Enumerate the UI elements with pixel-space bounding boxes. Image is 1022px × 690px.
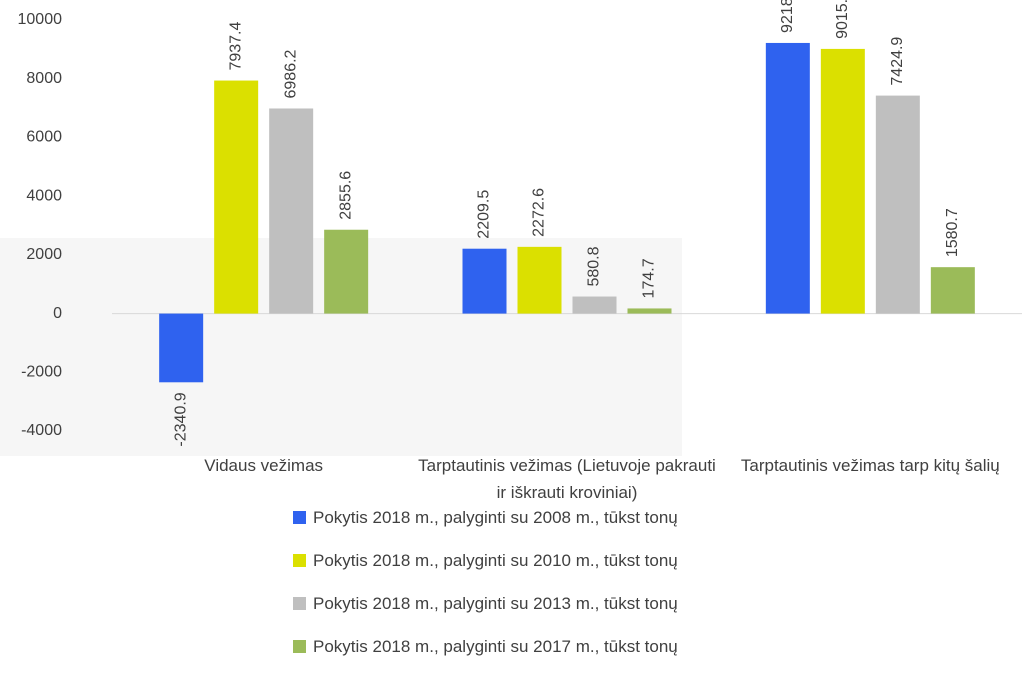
data-label: 2272.6	[531, 188, 548, 237]
legend-label: Pokytis 2018 m., palyginti su 2008 m., t…	[313, 508, 678, 527]
legend-item: Pokytis 2018 m., palyginti su 2013 m., t…	[293, 594, 678, 614]
legend-swatch	[293, 554, 306, 567]
bar	[820, 48, 865, 314]
data-label: 580.8	[586, 246, 603, 286]
legend-label: Pokytis 2018 m., palyginti su 2013 m., t…	[313, 594, 678, 613]
x-tick-label: Tarptautinis vežimas (Lietuvoje pakrauti…	[418, 456, 716, 502]
legend-label: Pokytis 2018 m., palyginti su 2010 m., t…	[313, 551, 678, 570]
y-tick-label: -4000	[21, 422, 62, 439]
bar	[462, 248, 507, 314]
y-tick-label: -2000	[21, 364, 62, 381]
legend-item: Pokytis 2018 m., palyginti su 2010 m., t…	[293, 551, 678, 571]
data-label: 2209.5	[476, 190, 493, 239]
data-label: 7937.4	[227, 22, 244, 71]
legend-swatch	[293, 597, 306, 610]
legend-item: Pokytis 2018 m., palyginti su 2017 m., t…	[293, 637, 678, 657]
data-label: 9218.3	[779, 0, 796, 33]
y-tick-label: 8000	[26, 70, 62, 87]
bar	[875, 95, 920, 314]
bar	[627, 308, 672, 314]
y-tick-label: 0	[53, 305, 62, 322]
y-tick-label: 2000	[26, 246, 62, 263]
y-tick-label: 6000	[26, 129, 62, 146]
bar	[324, 229, 369, 314]
data-label: 174.7	[641, 258, 658, 298]
legend-swatch	[293, 640, 306, 653]
data-label: 9015.4	[834, 0, 851, 39]
data-label: 2855.6	[337, 171, 354, 220]
legend-label: Pokytis 2018 m., palyginti su 2017 m., t…	[313, 637, 678, 656]
x-tick-label: Vidaus vežimas	[204, 456, 324, 475]
y-tick-label: 10000	[18, 11, 63, 28]
bar	[930, 267, 975, 314]
data-label: 7424.9	[889, 37, 906, 86]
data-label: 1580.7	[944, 208, 961, 257]
bar	[765, 42, 810, 314]
bar	[159, 313, 204, 383]
legend-item: Pokytis 2018 m., palyginti su 2008 m., t…	[293, 508, 678, 528]
bar	[517, 246, 562, 314]
x-tick-label: Tarptautinis vežimas tarp kitų šalių	[740, 456, 1000, 475]
bar	[214, 80, 259, 314]
data-label: -2340.9	[172, 392, 189, 446]
legend-swatch	[293, 511, 306, 524]
bar	[269, 108, 314, 314]
bar	[572, 296, 617, 314]
data-label: 6986.2	[282, 49, 299, 98]
y-tick-label: 4000	[26, 187, 62, 204]
